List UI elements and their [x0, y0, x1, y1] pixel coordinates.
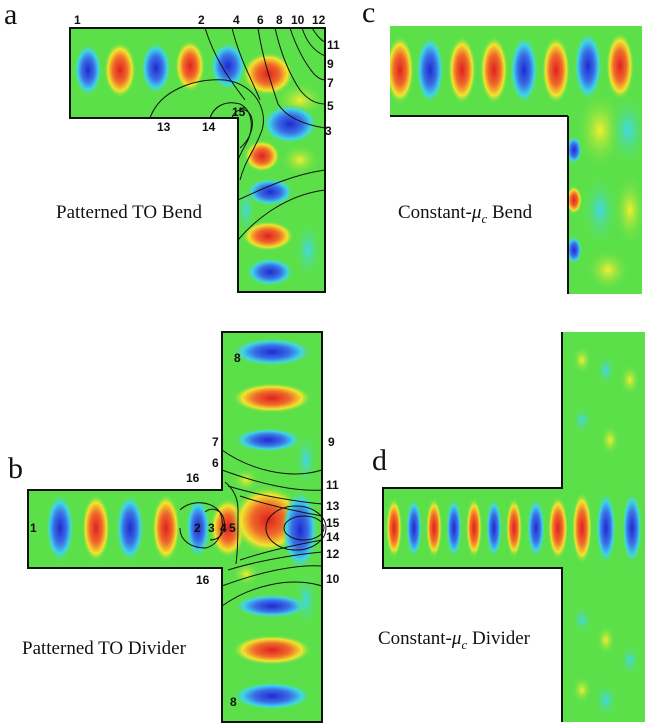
panel-b-divider-outline: [27, 331, 323, 723]
panel-d-caption: Constant-μc Divider: [378, 628, 531, 652]
panel-a-field-map: [70, 28, 325, 292]
contour-label: 16: [196, 573, 210, 587]
contour-label: 4: [233, 13, 240, 27]
contour-label: 6: [257, 13, 264, 27]
contour-label: 13: [326, 499, 340, 513]
panel-b-field-map: [28, 332, 322, 722]
contour-label: 5: [327, 99, 334, 113]
panel-d-divider-outline: [382, 332, 563, 722]
contour-label: 1: [74, 13, 81, 27]
contour-label: 2: [194, 521, 201, 535]
panel-a-contour-labels: 1 2 4 6 8 10 12 11 9 7 5 3 13 14 15: [74, 13, 340, 138]
panel-b-contours: [179, 449, 327, 607]
contour-label: 5: [229, 521, 236, 535]
contour-label: 7: [327, 76, 334, 90]
panel-c: c Constant-μc Bend: [362, 0, 642, 294]
contour-label: 15: [326, 516, 340, 530]
contour-label: 3: [325, 124, 332, 138]
contour-label: 9: [328, 435, 335, 449]
contour-label: 6: [212, 456, 219, 470]
contour-label: 10: [291, 13, 305, 27]
contour-label: 8: [234, 351, 241, 365]
panel-c-field-map: [390, 26, 642, 294]
panel-c-caption: Constant-μc Bend: [398, 202, 533, 226]
panel-b-caption: Patterned TO Divider: [22, 638, 187, 659]
panel-a-contours: [149, 27, 326, 241]
panel-a-letter: a: [4, 0, 17, 31]
contour-label: 1: [30, 521, 37, 535]
contour-label: 14: [326, 530, 340, 544]
panel-d-field-map: [383, 332, 645, 722]
contour-label: 11: [327, 38, 340, 52]
panel-d-letter: d: [372, 444, 387, 477]
contour-label: 15: [232, 105, 246, 119]
panel-a-caption: Patterned TO Bend: [56, 202, 202, 223]
panel-c-letter: c: [362, 0, 375, 29]
contour-label: 4: [220, 521, 227, 535]
contour-label: 7: [212, 435, 219, 449]
panel-b-letter: b: [8, 452, 23, 485]
contour-label: 12: [326, 547, 340, 561]
panel-a-bend-outline: [69, 27, 326, 293]
contour-label: 3: [208, 521, 215, 535]
panel-a: a: [4, 0, 340, 293]
panel-b-contour-labels: 8 9 7 6 16 11 13 15 14 12 10 1 2 3 4 5 1…: [30, 351, 340, 709]
contour-label: 16: [186, 471, 200, 485]
contour-label: 13: [157, 120, 171, 134]
contour-label: 8: [230, 695, 237, 709]
contour-label: 10: [326, 572, 340, 586]
contour-label: 8: [276, 13, 283, 27]
contour-label: 2: [198, 13, 205, 27]
contour-label: 14: [202, 120, 216, 134]
contour-label: 12: [312, 13, 326, 27]
panel-b: b: [8, 331, 340, 723]
panel-d: d Constant-μc Divide: [372, 332, 645, 722]
contour-label: 11: [326, 478, 339, 492]
contour-label: 9: [327, 57, 334, 71]
